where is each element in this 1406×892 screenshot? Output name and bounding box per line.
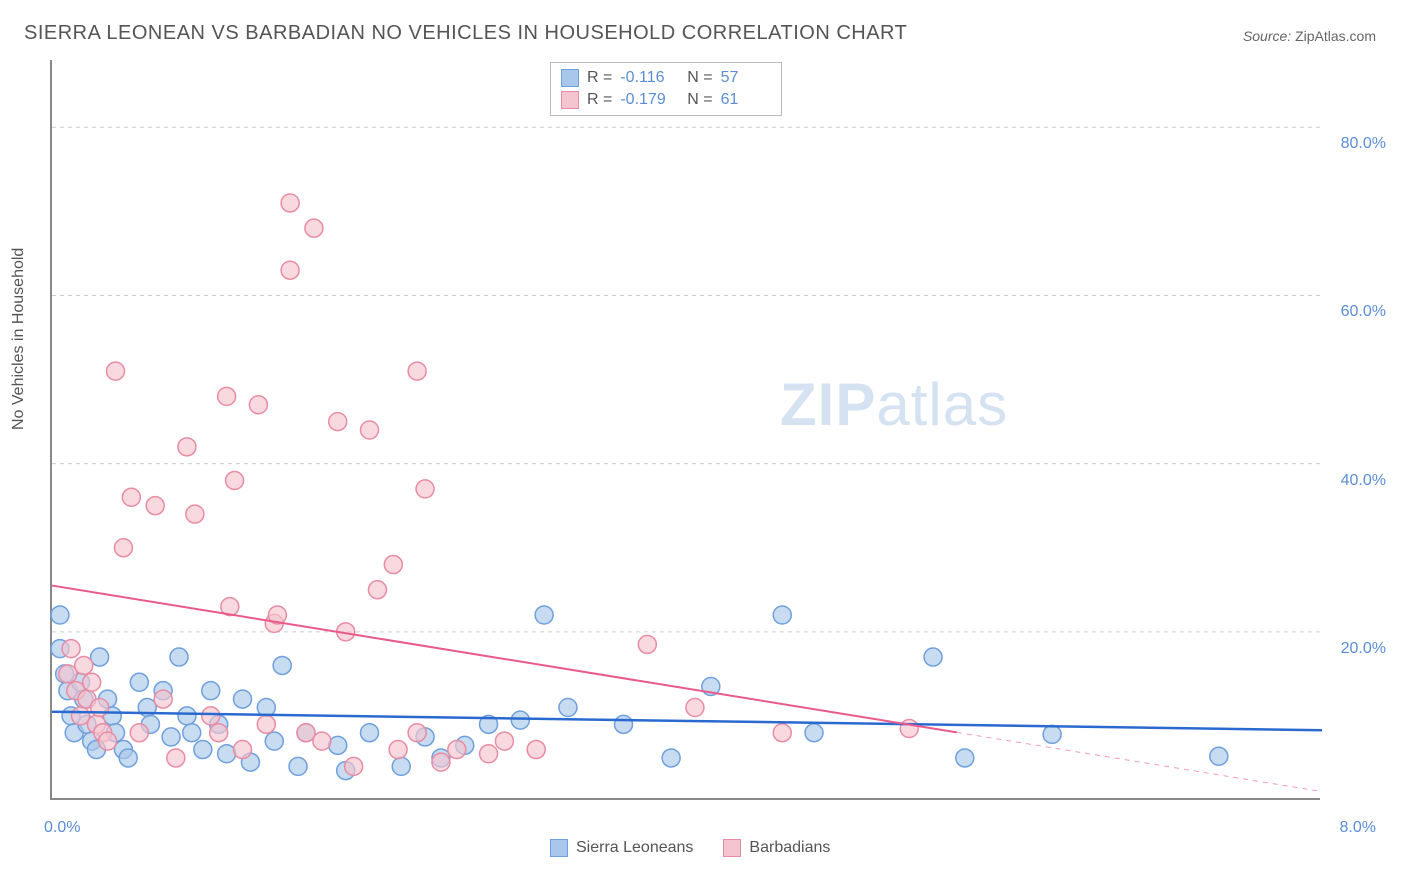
legend-label: Sierra Leoneans (576, 839, 693, 857)
source-attribution: Source: ZipAtlas.com (1243, 28, 1376, 44)
chart-title: SIERRA LEONEAN VS BARBADIAN NO VEHICLES … (24, 22, 907, 45)
y-tick-label: 80.0% (1341, 135, 1386, 153)
source-value: ZipAtlas.com (1295, 28, 1376, 44)
x-end-label: 8.0% (1340, 819, 1376, 837)
stat-r-label: R = (587, 91, 612, 109)
legend-stats-row: R = -0.116 N = 57 (561, 67, 771, 89)
source-label: Source: (1243, 28, 1291, 44)
stat-r-value: -0.179 (620, 91, 670, 109)
legend-stats-box: R = -0.116 N = 57R = -0.179 N = 61 (550, 62, 782, 116)
legend-item: Sierra Leoneans (550, 839, 693, 857)
stat-n-label: N = (678, 69, 712, 87)
legend-swatch (723, 839, 741, 857)
stat-r-value: -0.116 (620, 69, 670, 87)
plot-area (50, 60, 1320, 800)
legend-swatch (550, 839, 568, 857)
y-tick-label: 20.0% (1341, 640, 1386, 658)
legend-stats-row: R = -0.179 N = 61 (561, 89, 771, 111)
y-tick-label: 40.0% (1341, 472, 1386, 490)
legend-item: Barbadians (723, 839, 830, 857)
legend-swatch (561, 91, 579, 109)
stat-n-label: N = (678, 91, 712, 109)
chart-svg (52, 60, 1320, 798)
x-start-label: 0.0% (44, 819, 80, 837)
stat-n-value: 57 (721, 69, 771, 87)
legend-bottom: Sierra Leoneans Barbadians (550, 839, 830, 857)
legend-label: Barbadians (749, 839, 830, 857)
y-axis-title: No Vehicles in Household (10, 248, 28, 430)
stat-r-label: R = (587, 69, 612, 87)
legend-swatch (561, 69, 579, 87)
stat-n-value: 61 (721, 91, 771, 109)
y-tick-label: 60.0% (1341, 303, 1386, 321)
